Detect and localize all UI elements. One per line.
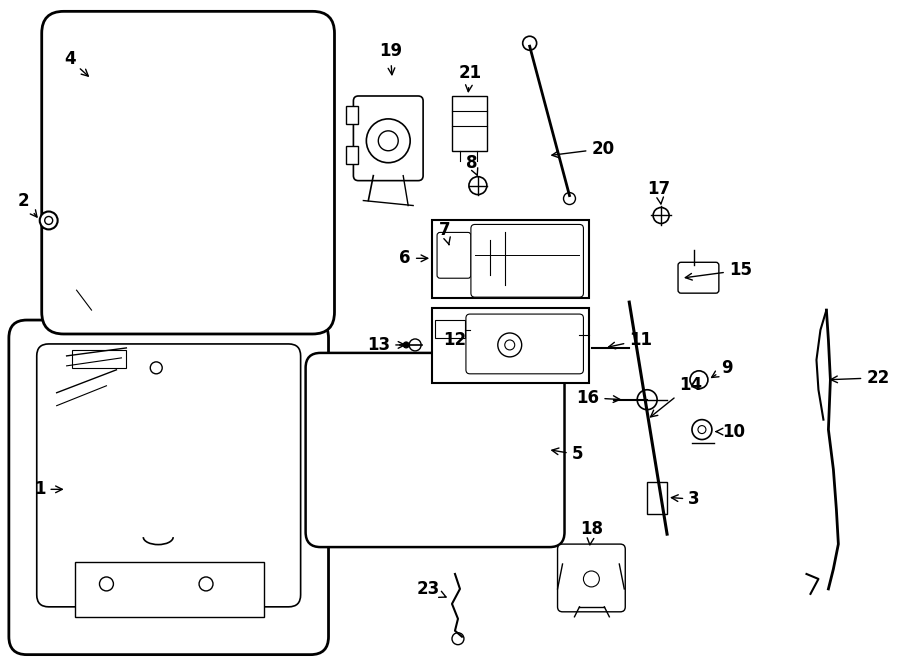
Bar [647, 483, 667, 514]
FancyBboxPatch shape [306, 353, 564, 547]
Text: 5: 5 [552, 446, 583, 463]
Text: 18: 18 [580, 520, 603, 545]
Circle shape [403, 342, 410, 348]
Text: 21: 21 [458, 64, 482, 92]
Text: 7: 7 [439, 221, 451, 245]
Text: 11: 11 [608, 331, 652, 349]
Text: 23: 23 [417, 580, 446, 598]
Text: 13: 13 [367, 336, 405, 354]
Circle shape [469, 176, 487, 194]
Circle shape [498, 333, 522, 357]
Circle shape [505, 340, 515, 350]
Circle shape [45, 217, 53, 225]
Text: 1: 1 [34, 481, 62, 498]
FancyBboxPatch shape [354, 96, 423, 180]
FancyBboxPatch shape [557, 544, 626, 612]
Text: 16: 16 [576, 389, 620, 407]
FancyBboxPatch shape [471, 225, 583, 297]
Circle shape [523, 36, 536, 50]
Bar [72, 350, 126, 368]
Circle shape [583, 571, 599, 587]
Bar [432, 221, 590, 298]
Circle shape [653, 208, 669, 223]
Circle shape [410, 339, 421, 351]
Bar [346, 146, 358, 164]
Circle shape [698, 426, 706, 434]
Circle shape [150, 362, 162, 374]
Circle shape [692, 420, 712, 440]
Circle shape [637, 390, 657, 410]
Circle shape [452, 633, 464, 644]
Text: 9: 9 [712, 359, 733, 377]
Text: 15: 15 [685, 261, 752, 280]
Text: 12: 12 [444, 331, 466, 349]
Circle shape [199, 577, 213, 591]
Text: 10: 10 [716, 422, 745, 441]
FancyBboxPatch shape [678, 262, 719, 293]
Text: 6: 6 [400, 249, 428, 267]
Bar [432, 308, 590, 383]
Bar [75, 562, 264, 617]
Bar [346, 106, 358, 124]
Text: 17: 17 [648, 180, 670, 204]
Circle shape [366, 119, 410, 163]
Circle shape [100, 577, 113, 591]
Bar [435, 320, 465, 338]
Circle shape [563, 192, 575, 204]
FancyBboxPatch shape [466, 314, 583, 374]
Text: 8: 8 [466, 154, 478, 175]
Circle shape [378, 131, 398, 151]
Text: 4: 4 [64, 50, 88, 76]
Text: 3: 3 [671, 490, 700, 508]
Bar [452, 96, 487, 151]
Text: 20: 20 [552, 139, 615, 158]
Text: 22: 22 [831, 369, 889, 387]
Text: 14: 14 [651, 375, 702, 417]
Text: 2: 2 [18, 192, 37, 217]
FancyBboxPatch shape [37, 344, 301, 607]
Circle shape [690, 371, 708, 389]
FancyBboxPatch shape [9, 320, 328, 654]
Text: 19: 19 [379, 42, 401, 75]
FancyBboxPatch shape [41, 11, 335, 334]
FancyBboxPatch shape [437, 233, 471, 278]
Circle shape [40, 212, 58, 229]
